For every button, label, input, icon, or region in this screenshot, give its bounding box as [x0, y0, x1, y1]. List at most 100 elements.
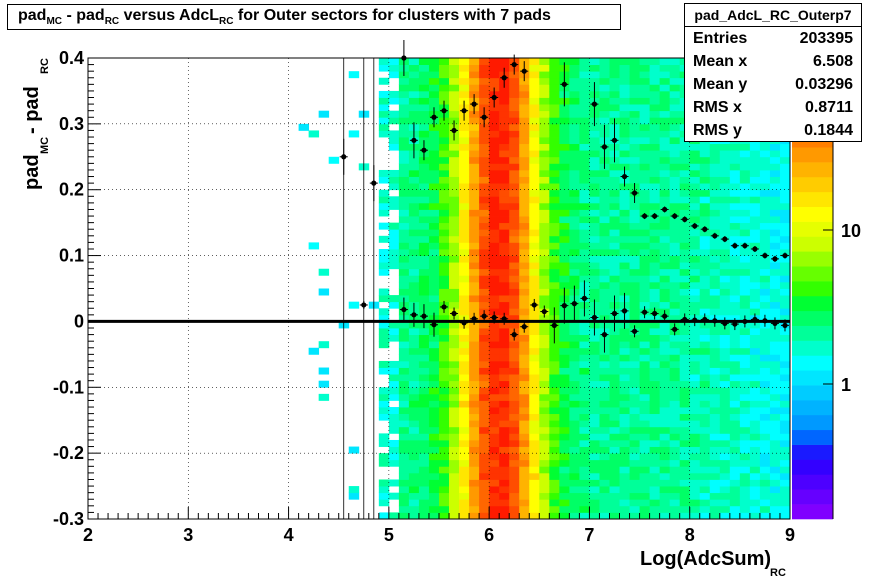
heatmap-cell — [699, 242, 711, 250]
heatmap-cell — [529, 380, 540, 388]
heatmap-cell — [469, 479, 480, 487]
heatmap-cell — [609, 288, 620, 296]
heatmap-cell — [479, 235, 490, 243]
heatmap-cell — [739, 472, 751, 480]
heatmap-cell — [479, 426, 490, 434]
heatmap-cell — [619, 235, 630, 243]
heatmap-cell — [659, 97, 671, 105]
heatmap-cell — [489, 426, 500, 434]
heatmap-cell — [719, 242, 731, 250]
heatmap-cell — [659, 58, 671, 65]
heatmap-cell — [569, 255, 580, 263]
heatmap-cell — [589, 420, 600, 428]
heatmap-cell — [709, 347, 721, 355]
stats-label: Mean y — [693, 76, 748, 93]
data-point — [662, 313, 668, 319]
heatmap-cell — [549, 505, 560, 513]
heatmap-cell — [779, 400, 791, 408]
heatmap-cell — [459, 268, 470, 276]
heatmap-cell — [729, 281, 741, 289]
data-point — [692, 317, 698, 323]
heatmap-cell — [509, 235, 520, 243]
heatmap-cell — [639, 189, 650, 197]
heatmap-cell — [398, 255, 410, 263]
heatmap-cell — [549, 439, 560, 447]
heatmap-cell — [679, 262, 691, 270]
heatmap-cell — [699, 334, 711, 342]
heatmap-cell — [739, 328, 751, 335]
heatmap-cell — [509, 242, 520, 250]
heatmap-cell — [759, 466, 771, 474]
heatmap-cell — [699, 202, 711, 210]
heatmap-cell — [649, 84, 661, 92]
heatmap-cell — [539, 439, 550, 447]
heatmap-cell — [418, 117, 430, 125]
heatmap-cell — [689, 176, 701, 184]
heatmap-cell — [709, 308, 721, 316]
heatmap-cell — [499, 360, 510, 368]
data-point — [481, 114, 487, 120]
heatmap-cell — [699, 393, 711, 401]
heatmap-cell — [489, 341, 500, 349]
heatmap-cell — [529, 123, 540, 131]
heatmap-cell — [579, 90, 590, 98]
heatmap-cell — [519, 104, 530, 112]
heatmap-cell — [629, 321, 640, 329]
heatmap-cell — [749, 229, 761, 237]
data-point — [541, 308, 547, 315]
heatmap-cell — [569, 268, 580, 276]
heatmap-cell — [549, 209, 560, 217]
heatmap-cell — [459, 150, 470, 158]
heatmap-cell — [579, 268, 590, 276]
heatmap-cell — [499, 229, 510, 237]
heatmap-cell — [739, 176, 751, 184]
x-tick-label: 5 — [384, 525, 394, 545]
heatmap-cell — [739, 446, 751, 454]
heatmap-cell — [449, 229, 460, 237]
heatmap-cell — [489, 202, 500, 210]
heatmap-cell — [378, 77, 390, 85]
heatmap-cell — [489, 117, 500, 125]
heatmap-cell — [709, 275, 721, 283]
heatmap-cell — [539, 387, 550, 395]
heatmap-cell — [519, 407, 530, 415]
heatmap-cell — [669, 150, 681, 158]
heatmap-cell — [569, 248, 580, 256]
heatmap-cell — [749, 492, 761, 500]
heatmap-cell — [428, 374, 440, 382]
heatmap-cell — [428, 354, 440, 362]
heatmap-cell — [749, 275, 761, 283]
heatmap-cell — [428, 255, 440, 263]
heatmap-cell — [749, 235, 761, 243]
heatmap-cell — [569, 281, 580, 289]
heatmap-cell — [639, 222, 650, 230]
heatmap-cell — [729, 341, 741, 349]
heatmap-cell — [779, 242, 791, 250]
heatmap-cell — [418, 453, 430, 461]
heatmap-cell — [739, 275, 751, 283]
heatmap-cell — [779, 413, 791, 421]
heatmap-cell — [679, 486, 691, 494]
heatmap-cell — [549, 169, 560, 177]
heatmap-cell — [599, 248, 610, 256]
heatmap-cell — [709, 400, 721, 408]
heatmap-cell — [388, 360, 400, 368]
heatmap-cell — [719, 163, 731, 171]
heatmap-cell — [599, 433, 610, 441]
heatmap-cell — [779, 281, 791, 289]
heatmap-cell — [589, 413, 600, 421]
heatmap-cell — [609, 97, 620, 105]
heatmap-cell — [549, 288, 560, 296]
heatmap-cell — [749, 156, 761, 164]
heatmap-cell — [479, 71, 490, 79]
heatmap-cell — [529, 275, 540, 283]
heatmap-cell — [388, 90, 400, 98]
heatmap-cell — [398, 104, 410, 112]
heatmap-cell — [479, 222, 490, 230]
heatmap-cell — [428, 183, 440, 191]
heatmap-cell — [629, 341, 640, 349]
heatmap-cell — [689, 301, 701, 309]
heatmap-cell — [729, 367, 741, 375]
data-point — [742, 243, 748, 249]
heatmap-cell — [499, 407, 510, 415]
